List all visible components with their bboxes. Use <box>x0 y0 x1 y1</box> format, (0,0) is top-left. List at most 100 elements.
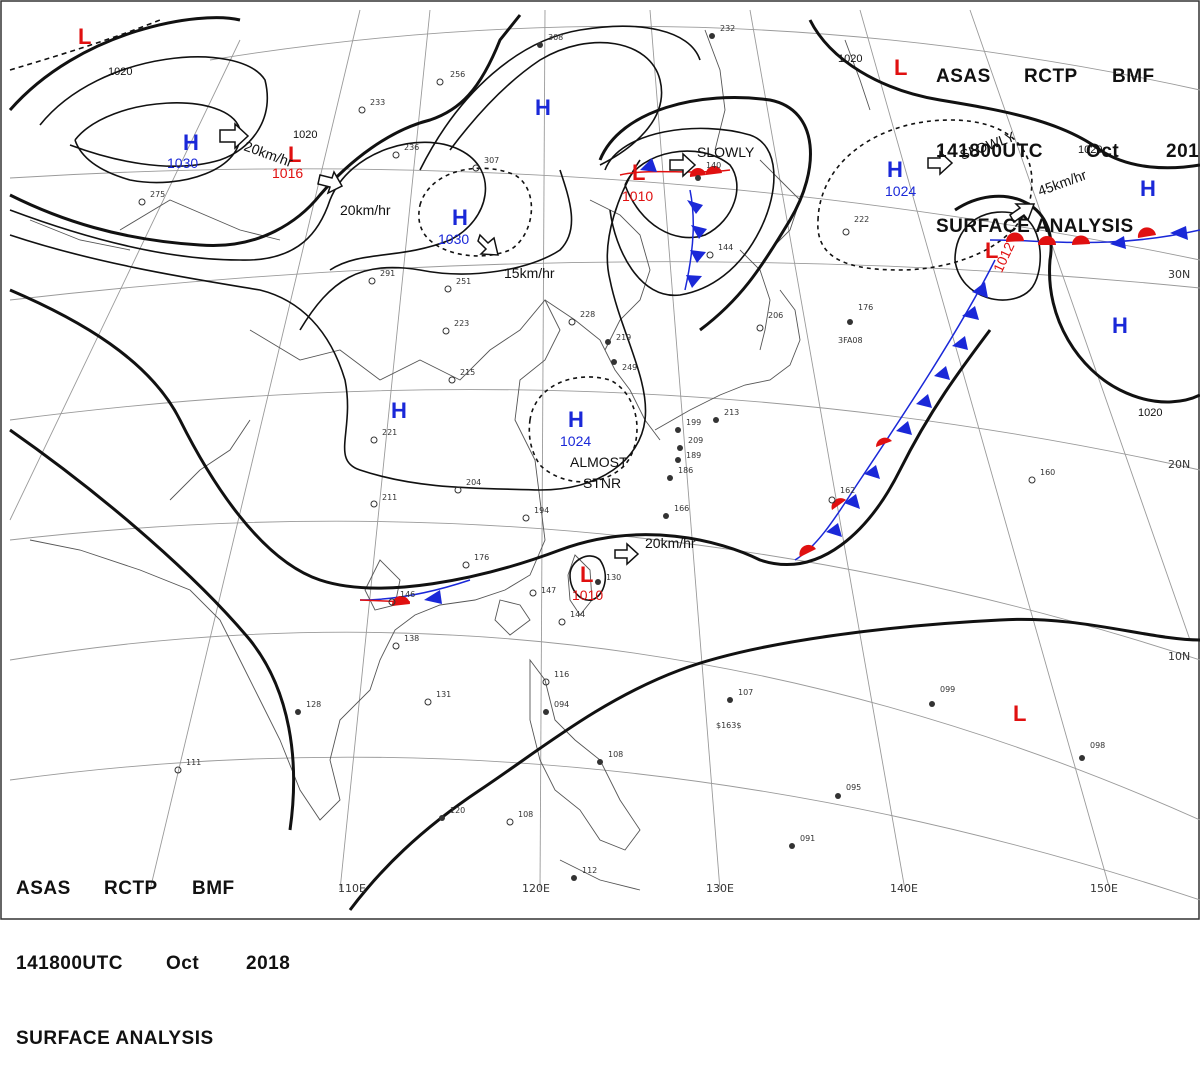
motion-status-label: ALMOST <box>570 454 628 470</box>
low-pressure-marker: L <box>632 160 645 185</box>
pressure-value: 1010 <box>572 587 603 603</box>
high-pressure-marker: H <box>1140 176 1156 201</box>
svg-text:232: 232 <box>720 24 735 33</box>
svg-text:219: 219 <box>616 333 631 342</box>
weather-chart: 110E 120E 130E 140E 150E 30N 20N 10N 102… <box>0 0 1200 920</box>
motion-arrows <box>219 122 1036 566</box>
svg-text:236: 236 <box>404 143 419 152</box>
product-code: BMF <box>1112 66 1155 87</box>
station-plot: 236 <box>392 143 419 159</box>
station-plot: 221 <box>370 428 397 444</box>
svg-text:111: 111 <box>186 758 201 767</box>
svg-text:095: 095 <box>846 783 861 792</box>
high-pressure-marker: H <box>568 407 584 432</box>
station-plot: 291 <box>368 269 395 285</box>
valid-time: 141800UTC <box>16 953 123 974</box>
svg-text:189: 189 <box>686 451 701 460</box>
valid-year: 2018 <box>1166 141 1200 162</box>
valid-year: 2018 <box>246 953 291 974</box>
source-code: RCTP <box>104 878 158 899</box>
svg-text:256: 256 <box>450 70 465 79</box>
station-plot: 147 <box>529 586 556 597</box>
pressure-value: 1030 <box>438 231 469 247</box>
svg-text:144: 144 <box>570 610 585 619</box>
lon-label: 120E <box>522 882 550 895</box>
station-plot: 189 <box>675 451 701 463</box>
station-plot: 209 <box>677 436 703 451</box>
station-plot: 307 <box>472 156 499 172</box>
svg-text:138: 138 <box>404 634 419 643</box>
svg-text:160: 160 <box>1040 468 1055 477</box>
station-plot: 308 <box>537 33 563 48</box>
pressure-value: 1024 <box>885 183 916 199</box>
svg-text:221: 221 <box>382 428 397 437</box>
station-plot: 116 <box>542 670 569 686</box>
station-plot: 146 <box>388 590 415 606</box>
svg-text:112: 112 <box>582 866 597 875</box>
station-plot: 166 <box>663 504 689 519</box>
station-plot: 130 <box>595 573 621 585</box>
valid-month: Oct <box>166 953 200 974</box>
svg-text:147: 147 <box>541 586 556 595</box>
svg-text:176: 176 <box>858 303 873 312</box>
station-plot: 111 <box>174 758 201 774</box>
station-plot: $163$ <box>716 721 741 730</box>
svg-text:209: 209 <box>688 436 703 445</box>
motion-status-label: STNR <box>583 475 621 491</box>
station-plot: 275 <box>138 190 165 206</box>
svg-text:206: 206 <box>768 311 783 320</box>
station-plots: 256 233 236 307 291 251 223 215 221 228 … <box>138 24 1105 881</box>
station-plot: 204 <box>454 478 481 494</box>
station-plot: 206 <box>756 311 783 332</box>
svg-text:128: 128 <box>306 700 321 709</box>
station-plot: 140 <box>695 161 721 181</box>
lon-label: 150E <box>1090 882 1118 895</box>
pressure-value: 1016 <box>272 165 303 181</box>
station-plot: 138 <box>392 634 419 650</box>
motion-status-label: SLOWLY <box>697 144 755 160</box>
grid-labels: 110E 120E 130E 140E 150E 30N 20N 10N <box>338 268 1190 895</box>
svg-text:176: 176 <box>474 553 489 562</box>
station-plot: 211 <box>370 493 397 508</box>
station-plot: 194 <box>522 506 549 522</box>
svg-text:186: 186 <box>678 466 693 475</box>
low-pressure-marker: L <box>288 142 301 167</box>
chart-type: SURFACE ANALYSIS <box>16 1028 214 1049</box>
station-plot: 094 <box>543 700 569 715</box>
isobar-label: 1020 <box>1138 407 1162 419</box>
station-plot: 128 <box>295 700 321 715</box>
station-plot: 162 <box>828 486 855 504</box>
svg-text:228: 228 <box>580 310 595 319</box>
pressure-value: 1010 <box>622 188 653 204</box>
station-plot: 232 <box>709 24 735 39</box>
svg-text:308: 308 <box>548 33 563 42</box>
svg-text:116: 116 <box>554 670 569 679</box>
low-pressure-marker: L <box>894 55 907 80</box>
svg-text:144: 144 <box>718 243 733 252</box>
lon-label: 110E <box>338 882 366 895</box>
low-pressure-marker: L <box>78 24 91 49</box>
lat-label: 10N <box>1168 650 1190 663</box>
station-plot: 107 <box>727 688 753 703</box>
svg-text:204: 204 <box>466 478 481 487</box>
station-plot: 219 <box>605 333 631 345</box>
svg-text:166: 166 <box>674 504 689 513</box>
station-plot: 095 <box>835 783 861 799</box>
station-plot: 213 <box>713 408 739 423</box>
svg-text:223: 223 <box>454 319 469 328</box>
station-plot: 099 <box>929 685 955 707</box>
lon-label: 130E <box>706 882 734 895</box>
svg-text:108: 108 <box>518 810 533 819</box>
svg-text:107: 107 <box>738 688 753 697</box>
pressure-value: 1030 <box>167 155 198 171</box>
low-pressure-marker: L <box>985 238 998 263</box>
svg-text:$163$: $163$ <box>716 721 741 730</box>
high-pressure-marker: H <box>1112 313 1128 338</box>
svg-text:213: 213 <box>724 408 739 417</box>
station-plot: 091 <box>789 834 815 849</box>
station-plot: 228 <box>568 310 595 326</box>
svg-text:120: 120 <box>450 806 465 815</box>
svg-text:251: 251 <box>456 277 471 286</box>
svg-text:222: 222 <box>854 215 869 224</box>
svg-text:140: 140 <box>706 161 721 170</box>
